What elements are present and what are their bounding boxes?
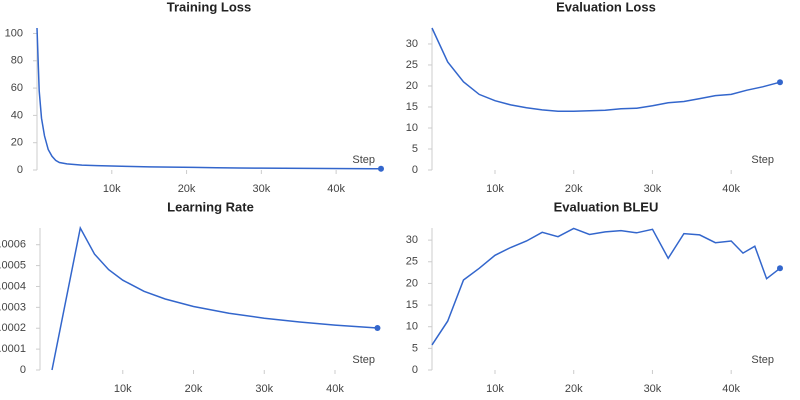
y-tick-label: 0.0005 [0,259,26,271]
y-tick-label: 0 [412,164,418,176]
y-tick-label: 0.0006 [0,239,26,251]
y-tick-label: 0.0001 [0,343,26,355]
chart-title: Evaluation Loss [556,0,656,14]
y-tick-label: 25 [406,256,418,268]
y-tick-label: 20 [406,80,418,92]
line [431,227,781,346]
y-tick-label: 60 [11,82,23,94]
end-point [374,325,381,332]
x-tick-label: 40k [722,183,740,195]
y-tick-label: 15 [406,101,418,113]
y-tick-label: 20 [406,277,418,289]
x-tick-label: 30k [252,183,270,195]
y-tick-label: 10 [406,122,418,134]
y-tick-label: 5 [412,143,418,155]
x-tick-label: 40k [326,383,344,395]
chart-title: Learning Rate [167,199,254,214]
x-tick-label: 20k [185,383,203,395]
x-tick-label: 10k [486,383,504,395]
line [431,27,781,112]
line [36,27,381,170]
y-tick-label: 20 [11,137,23,149]
x-tick-label: 40k [327,183,345,195]
y-tick-label: 0 [412,364,418,376]
y-tick-label: 0 [17,164,23,176]
x-tick-label: 30k [644,183,662,195]
y-tick-label: 40 [11,109,23,121]
chart-title: Evaluation BLEU [554,199,659,214]
x-tick-label: 10k [114,383,132,395]
x-tick-label: 20k [178,183,196,195]
x-tick-label: 30k [255,383,273,395]
x-tick-label: 40k [722,383,740,395]
end-point [777,79,783,86]
x-tick-label: 10k [486,183,504,195]
y-tick-label: 0.0002 [0,322,26,334]
y-tick-label: 80 [11,55,23,67]
y-tick-label: 30 [406,38,418,50]
y-tick-label: 0.0004 [0,280,26,292]
end-point [777,265,783,272]
y-tick-label: 25 [406,59,418,71]
x-axis-label: Step [352,354,375,366]
y-tick-label: 5 [412,342,418,354]
y-tick-label: 0 [20,364,26,376]
end-point [378,165,384,172]
x-axis-label: Step [751,154,774,166]
line [51,225,378,371]
x-tick-label: 20k [565,183,583,195]
x-axis-label: Step [751,354,774,366]
x-tick-label: 20k [565,383,583,395]
x-tick-label: 30k [644,383,662,395]
y-tick-label: 15 [406,299,418,311]
chart-title: Training Loss [167,0,252,14]
y-tick-label: 0.0003 [0,301,26,313]
y-tick-label: 10 [406,321,418,333]
x-axis-label: Step [352,154,375,166]
x-tick-label: 10k [103,183,121,195]
y-tick-label: 100 [5,27,23,39]
y-tick-label: 30 [406,234,418,246]
